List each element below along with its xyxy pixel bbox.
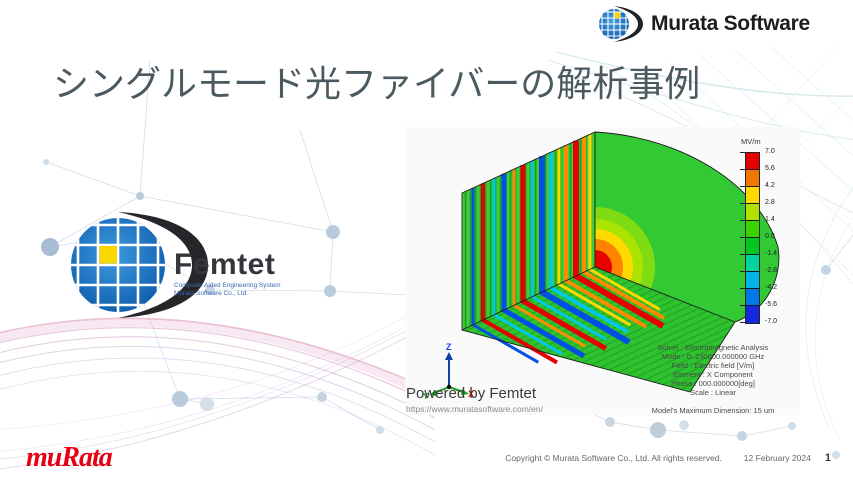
colorbar-tick-label: -2.8 (765, 267, 778, 274)
info-mode: Mode : 0: 230000.000000 GHz (661, 352, 765, 361)
murata-software-wordmark: Murata Software (651, 12, 810, 35)
slide-footer: muRata Copyright © Murata Software Co., … (0, 440, 853, 480)
femtet-logo: Femtet Computer Aided Engineering System… (56, 210, 306, 330)
colorbar-tick-label: -4.2 (765, 284, 778, 291)
info-field: Field : Electric field [V/m] (671, 361, 755, 370)
teal-ribbons (547, 44, 853, 441)
murata-globe-icon (599, 6, 643, 42)
colorbar-tick-label: -7.0 (765, 318, 778, 325)
page-number: 1 (824, 452, 831, 464)
femtet-globe-icon (71, 212, 208, 318)
colorbar-tick-label: 2.8 (765, 199, 775, 206)
axis-z-label: Z (446, 343, 452, 352)
copyright-text: Copyright © Murata Software Co., Ltd. Al… (505, 453, 722, 463)
murata-software-logo: Murata Software (597, 4, 810, 44)
femtet-subtitle-1: Computer Aided Engineering System (174, 282, 281, 289)
muratasoftware-url-link[interactable]: https://www.muratasoftware.com/en/ (406, 404, 543, 414)
colorbar-tick-label: 7.0 (765, 148, 775, 155)
colorbar-tick-label: 1.4 (765, 216, 775, 223)
info-scale: Scale : Linear (690, 388, 736, 397)
femtet-wordmark: Femtet (174, 248, 276, 281)
axis-x-label: X (468, 389, 474, 399)
slide-date: 12 February 2024 (743, 453, 811, 463)
colorbar-tick-label: 4.2 (765, 182, 775, 189)
murata-footer-logo: muRata (26, 442, 113, 473)
colorbar-tick-label: 0.0 (765, 233, 775, 240)
simulation-info: Solver : Electromagnetic Analysis Mode :… (627, 343, 799, 415)
colorbar-unit-label: MV/m (741, 137, 761, 146)
slide-title: シングルモード光ファイバーの解析事例 (53, 63, 701, 104)
colorbar-gradient (745, 152, 760, 324)
axis-triad-icon: Z X Y (423, 343, 474, 399)
colorbar-tick-label: -1.4 (765, 250, 778, 257)
pink-ribbons (0, 299, 441, 470)
fiber-model-3d (461, 131, 780, 393)
femtet-subtitle-2: Murata Software Co., Ltd. (174, 290, 249, 297)
info-phase: Phase : 000.000000[deg] (671, 379, 755, 388)
colorbar: MV/m 7.0 5.6 4.2 2.8 1.4 (735, 137, 800, 352)
simulation-result-image: MV/m 7.0 5.6 4.2 2.8 1.4 (405, 127, 800, 415)
axis-y-label: Y (423, 392, 429, 399)
info-solver: Solver : Electromagnetic Analysis (657, 343, 769, 352)
info-element: Element : X Component (673, 370, 753, 379)
model-dimension-note: Model's Maximum Dimension: 15 um (651, 406, 775, 415)
colorbar-tick-label: 5.6 (765, 165, 775, 172)
powered-by-femtet-label: Powered by Femtet (406, 385, 537, 402)
colorbar-tick-label: -5.6 (765, 301, 778, 308)
